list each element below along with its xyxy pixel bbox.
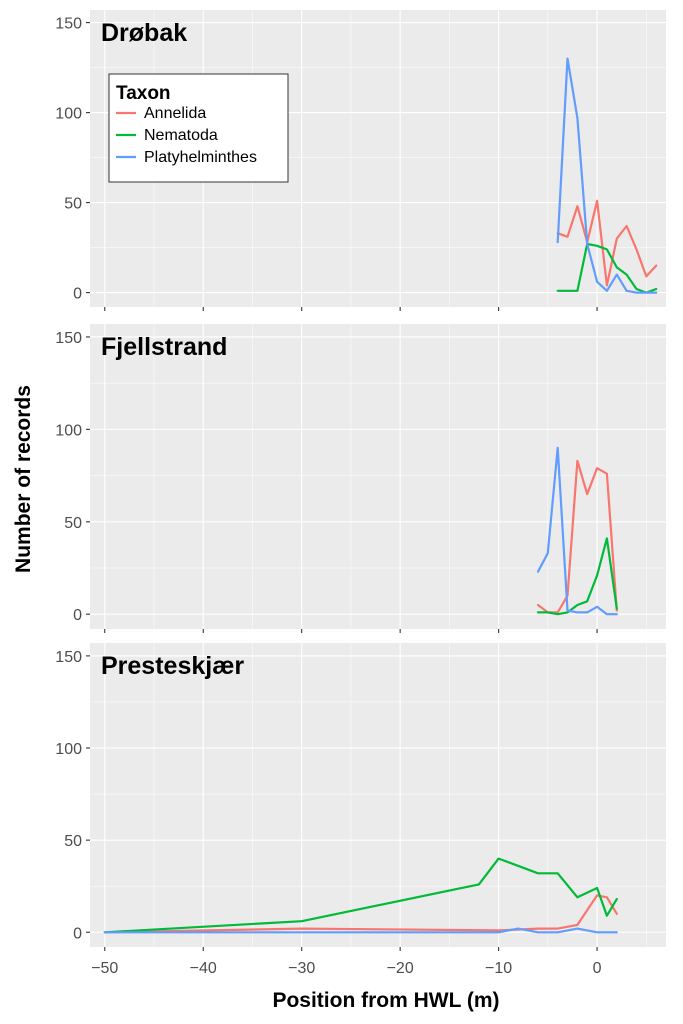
x-tick-label: −40 (190, 960, 217, 977)
y-tick-label: 0 (73, 607, 82, 624)
y-tick-label: 50 (64, 833, 82, 850)
series-line-annelida (103, 894, 618, 934)
series-line-annelida (556, 199, 658, 287)
series-line-platyhelminthes (103, 927, 618, 934)
y-tick-label: 0 (73, 286, 82, 303)
legend-box (108, 73, 289, 183)
series-line-nematoda (536, 537, 618, 616)
panel-title-drobak: Drøbak (101, 19, 187, 47)
series-line-platyhelminthes (556, 57, 658, 294)
panel-presteskjaer: 0 50 100 150 Presteskjær (55, 643, 666, 951)
series-line-nematoda (556, 242, 658, 294)
y-tick-label: 50 (64, 515, 82, 532)
panel-background (90, 643, 666, 947)
legend-label-platyhelminthes: Platyhelminthes (144, 149, 257, 166)
legend: Taxon Annelida Nematoda Platyhelminthes (108, 73, 289, 183)
x-tick-label: −30 (288, 960, 315, 977)
y-tick-label: 150 (55, 649, 82, 666)
panel-fjellstrand: 0 50 100 150 Fjellstrand (55, 324, 666, 633)
y-axis-title: Number of records (12, 385, 35, 573)
y-tick-label: 150 (55, 330, 82, 347)
panel-background (90, 324, 666, 629)
x-axis-title: Position from HWL (m) (272, 989, 499, 1012)
y-tick-label: 100 (55, 741, 82, 758)
legend-title: Taxon (116, 83, 171, 104)
series-line-platyhelminthes (536, 446, 618, 616)
x-axis: −50 −40 −30 −20 −10 0 (91, 960, 601, 977)
y-tick-label: 50 (64, 196, 82, 213)
legend-label-annelida: Annelida (144, 105, 206, 122)
y-tick-label: 0 (73, 925, 82, 942)
x-tick-label: −20 (387, 960, 414, 977)
y-tick-label: 100 (55, 106, 82, 123)
x-tick-label: −10 (485, 960, 512, 977)
y-tick-label: 100 (55, 422, 82, 439)
y-tick-label: 150 (55, 16, 82, 33)
panel-title-fjellstrand: Fjellstrand (101, 333, 227, 361)
legend-label-nematoda: Nematoda (144, 127, 218, 144)
x-tick-label: 0 (593, 960, 602, 977)
panel-title-presteskjaer: Presteskjær (101, 652, 244, 680)
x-tick-label: −50 (91, 960, 118, 977)
series-line-nematoda (103, 857, 618, 934)
